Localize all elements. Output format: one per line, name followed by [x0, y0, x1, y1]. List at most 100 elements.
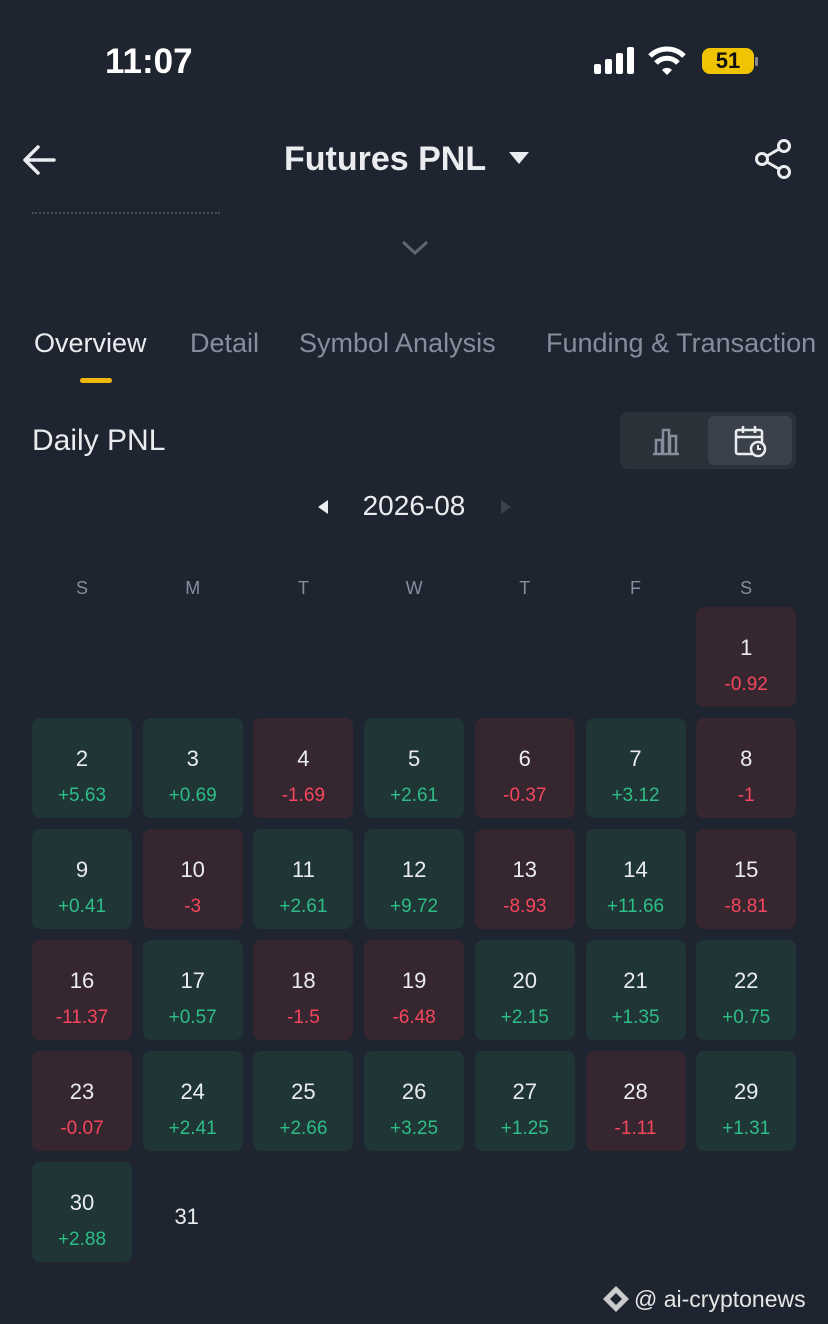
day-pnl: +2.41 [168, 1118, 217, 1139]
day-cell[interactable]: 4 -1.69 [253, 718, 354, 818]
day-cell[interactable]: 30 +2.88 [32, 1162, 132, 1262]
day-number: 23 [69, 1079, 95, 1104]
day-cell[interactable]: 2 +5.63 [32, 718, 132, 818]
title-dropdown[interactable] [507, 150, 531, 166]
day-pnl: -3 [184, 896, 202, 917]
page-title[interactable]: Futures PNL [284, 140, 487, 178]
battery-level: 51 [715, 48, 741, 73]
day-number: 6 [518, 746, 531, 771]
day-pnl: -1 [737, 785, 755, 806]
day-cell[interactable]: 9 +0.41 [32, 829, 132, 929]
day-number: 19 [401, 968, 427, 993]
day-cell[interactable]: 24 +2.41 [142, 1051, 243, 1151]
day-pnl: -8.81 [724, 896, 768, 917]
tab[interactable]: Overview [34, 328, 147, 358]
tab[interactable]: Funding & Transaction [546, 328, 817, 358]
day-number: 17 [180, 968, 205, 993]
day-number: 28 [623, 1079, 648, 1104]
day-pnl: +0.69 [168, 785, 217, 806]
calendar-view-icon [734, 426, 767, 458]
weekday-label: M [185, 578, 201, 598]
day-number: 26 [401, 1079, 427, 1104]
day-number: 20 [512, 968, 538, 993]
day-cell[interactable]: 3 +0.69 [142, 718, 243, 818]
day-cell[interactable]: 5 +2.61 [364, 718, 465, 818]
day-number: 16 [69, 968, 95, 993]
status-time: 11:07 [105, 42, 193, 81]
day-cell[interactable]: 18 -1.5 [253, 940, 354, 1040]
day-pnl: -6.48 [392, 1007, 436, 1028]
day-number: 25 [291, 1079, 316, 1104]
day-pnl: +3.12 [611, 785, 660, 806]
day-cell[interactable]: 21 +1.35 [585, 940, 686, 1040]
weekday-label: T [297, 578, 309, 598]
watermark-logo [603, 1286, 629, 1312]
day-pnl: +2.61 [390, 785, 439, 806]
day-cell[interactable]: 31 [143, 1162, 243, 1262]
prev-month[interactable] [316, 499, 330, 515]
day-pnl: +0.41 [57, 896, 107, 917]
day-number: 24 [180, 1079, 205, 1104]
share-button[interactable] [754, 138, 794, 180]
day-pnl: +9.72 [390, 896, 439, 917]
tab[interactable]: Detail [190, 328, 260, 358]
day-cell[interactable]: 20 +2.15 [474, 940, 575, 1040]
day-number: 5 [407, 746, 421, 771]
day-pnl: +0.75 [722, 1007, 771, 1028]
day-pnl: +2.88 [57, 1229, 107, 1250]
day-pnl: -1.5 [287, 1007, 320, 1028]
tab[interactable]: Symbol Analysis [299, 328, 496, 358]
day-number: 1 [740, 635, 753, 660]
weekday-label: F [630, 578, 641, 598]
day-cell[interactable]: 10 -3 [142, 829, 243, 929]
day-pnl: -1.11 [614, 1118, 657, 1139]
day-cell[interactable]: 26 +3.25 [364, 1051, 465, 1151]
day-cell[interactable]: 25 +2.66 [253, 1051, 354, 1151]
day-pnl: +1.31 [722, 1118, 771, 1139]
day-cell[interactable]: 22 +0.75 [696, 940, 797, 1040]
day-cell[interactable]: 7 +3.12 [585, 718, 686, 818]
day-cell[interactable]: 23 -0.07 [32, 1051, 132, 1151]
day-cell[interactable]: 13 -8.93 [474, 829, 575, 929]
day-number: 11 [291, 857, 315, 882]
chart-view-button[interactable] [650, 425, 682, 457]
next-month[interactable] [499, 499, 513, 515]
day-pnl: -8.93 [503, 896, 547, 917]
day-number: 10 [180, 857, 205, 882]
day-number: 3 [186, 746, 199, 771]
day-cell[interactable]: 6 -0.37 [474, 718, 575, 818]
day-cell[interactable]: 8 -1 [696, 718, 797, 818]
day-number: 4 [297, 746, 310, 771]
day-cell[interactable]: 11 +2.61 [253, 829, 354, 929]
day-pnl: -11.37 [55, 1007, 109, 1028]
day-number: 2 [75, 746, 89, 771]
day-cell[interactable]: 17 +0.57 [142, 940, 243, 1040]
day-number: 14 [623, 857, 648, 882]
day-cell[interactable]: 19 -6.48 [364, 940, 465, 1040]
day-cell[interactable]: 28 -1.11 [585, 1051, 686, 1151]
day-pnl: +2.15 [500, 1007, 549, 1028]
back-button[interactable] [20, 142, 60, 178]
day-cell[interactable]: 12 +9.72 [364, 829, 465, 929]
day-number: 21 [623, 968, 648, 993]
day-cell[interactable]: 15 -8.81 [696, 829, 797, 929]
day-number: 15 [733, 857, 759, 882]
day-cell[interactable]: 16 -11.37 [32, 940, 132, 1040]
day-cell[interactable]: 1 -0.92 [696, 607, 797, 707]
day-cell[interactable]: 27 +1.25 [474, 1051, 575, 1151]
weekday-label: T [519, 578, 531, 598]
calendar-view-active[interactable] [708, 416, 792, 465]
day-cell[interactable]: 29 +1.31 [696, 1051, 797, 1151]
day-cell[interactable]: 14 +11.66 [585, 829, 686, 929]
expand-chevron[interactable] [400, 238, 430, 258]
weekday-label: S [740, 578, 753, 598]
month-label: 2026-08 [362, 490, 466, 521]
day-number: 27 [512, 1079, 538, 1104]
day-number: 29 [733, 1079, 759, 1104]
day-pnl: +0.57 [168, 1007, 217, 1028]
day-pnl: +1.25 [500, 1118, 549, 1139]
day-number: 31 [174, 1204, 199, 1229]
day-pnl: -0.37 [503, 785, 547, 806]
day-number: 9 [75, 857, 89, 882]
